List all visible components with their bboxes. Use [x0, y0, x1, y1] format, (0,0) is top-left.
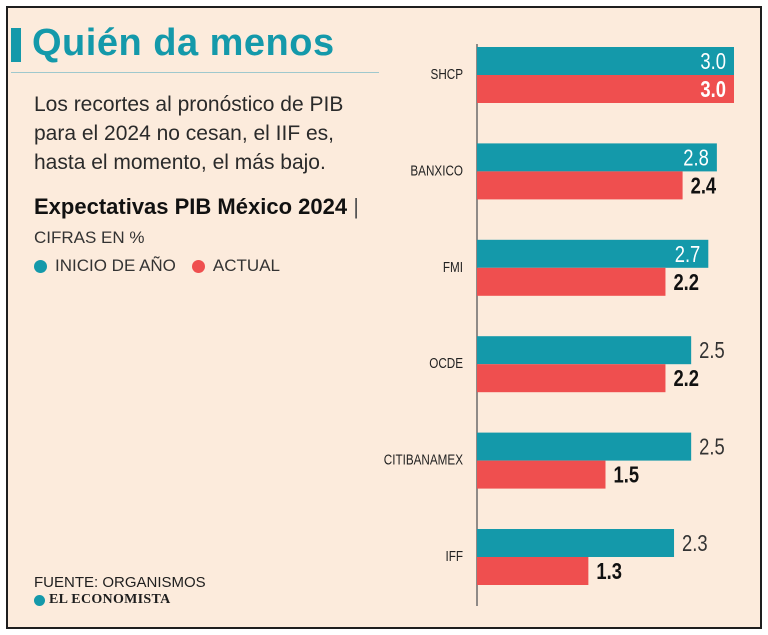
subtitle: Los recortes al pronóstico de PIB para e… [34, 93, 344, 174]
bar-inicio-iff [477, 529, 675, 557]
brand: EL ECONOMISTA [34, 592, 171, 608]
bar-actual-ocde [477, 364, 666, 393]
category-label-shcp: SHCP [431, 66, 464, 83]
bar-actual-iff [477, 557, 589, 585]
page-title: Quién da menos [32, 22, 335, 64]
value-label-actual-fmi: 2.2 [673, 270, 699, 295]
chart-units: CIFRAS EN % [34, 228, 145, 247]
category-label-banxico: BANXICO [410, 162, 463, 179]
chart-units-separator: | [353, 194, 359, 219]
chart-heading-text: Expectativas PIB México 2024 [34, 194, 348, 219]
bar-inicio-fmi [477, 239, 709, 268]
legend-label-inicio: INICIO DE AÑO [55, 256, 176, 275]
value-label-actual-citibanamex: 1.5 [614, 463, 640, 488]
legend-dot-inicio [34, 259, 47, 273]
bar-inicio-citibanamex [477, 432, 692, 461]
legend: INICIO DE AÑO ACTUAL [34, 256, 296, 276]
value-label-actual-banxico: 2.4 [691, 174, 717, 199]
legend-label-actual: ACTUAL [212, 256, 280, 275]
bar-actual-citibanamex [477, 460, 606, 489]
value-label-inicio-fmi: 2.7 [675, 242, 701, 267]
brand-logo-text: EL ECONOMISTA [49, 592, 171, 607]
category-label-citibanamex: CITIBANAMEX [384, 451, 463, 468]
value-label-inicio-shcp: 3.0 [700, 49, 726, 74]
bar-inicio-shcp [477, 47, 734, 75]
category-label-ocde: OCDE [429, 355, 463, 372]
legend-item-inicio: INICIO DE AÑO [34, 256, 176, 276]
chart-heading: Expectativas PIB México 2024 | CIFRAS EN… [34, 192, 384, 252]
bar-inicio-banxico [477, 143, 717, 172]
value-label-inicio-iff: 2.3 [682, 531, 708, 556]
source-note: FUENTE: ORGANISMOS [34, 574, 206, 591]
bar-inicio-ocde [477, 336, 692, 365]
value-label-actual-iff: 1.3 [596, 559, 622, 584]
brand-logo-icon [34, 594, 45, 606]
value-label-inicio-banxico: 2.8 [683, 146, 709, 171]
value-label-inicio-ocde: 2.5 [699, 338, 725, 363]
legend-dot-actual [191, 259, 205, 273]
category-label-fmi: FMI [443, 258, 463, 275]
legend-item-actual: ACTUAL [191, 256, 280, 276]
value-label-actual-ocde: 2.2 [673, 366, 699, 391]
chart-frame [6, 6, 762, 629]
category-label-iff: IFF [445, 548, 463, 565]
title-divider [11, 72, 379, 73]
bar-actual-fmi [477, 267, 666, 296]
value-label-actual-shcp: 3.0 [700, 77, 726, 102]
bar-actual-shcp [477, 75, 734, 103]
value-label-inicio-citibanamex: 2.5 [699, 435, 725, 460]
bar-actual-banxico [477, 171, 683, 200]
title-accent-bar [11, 28, 21, 62]
